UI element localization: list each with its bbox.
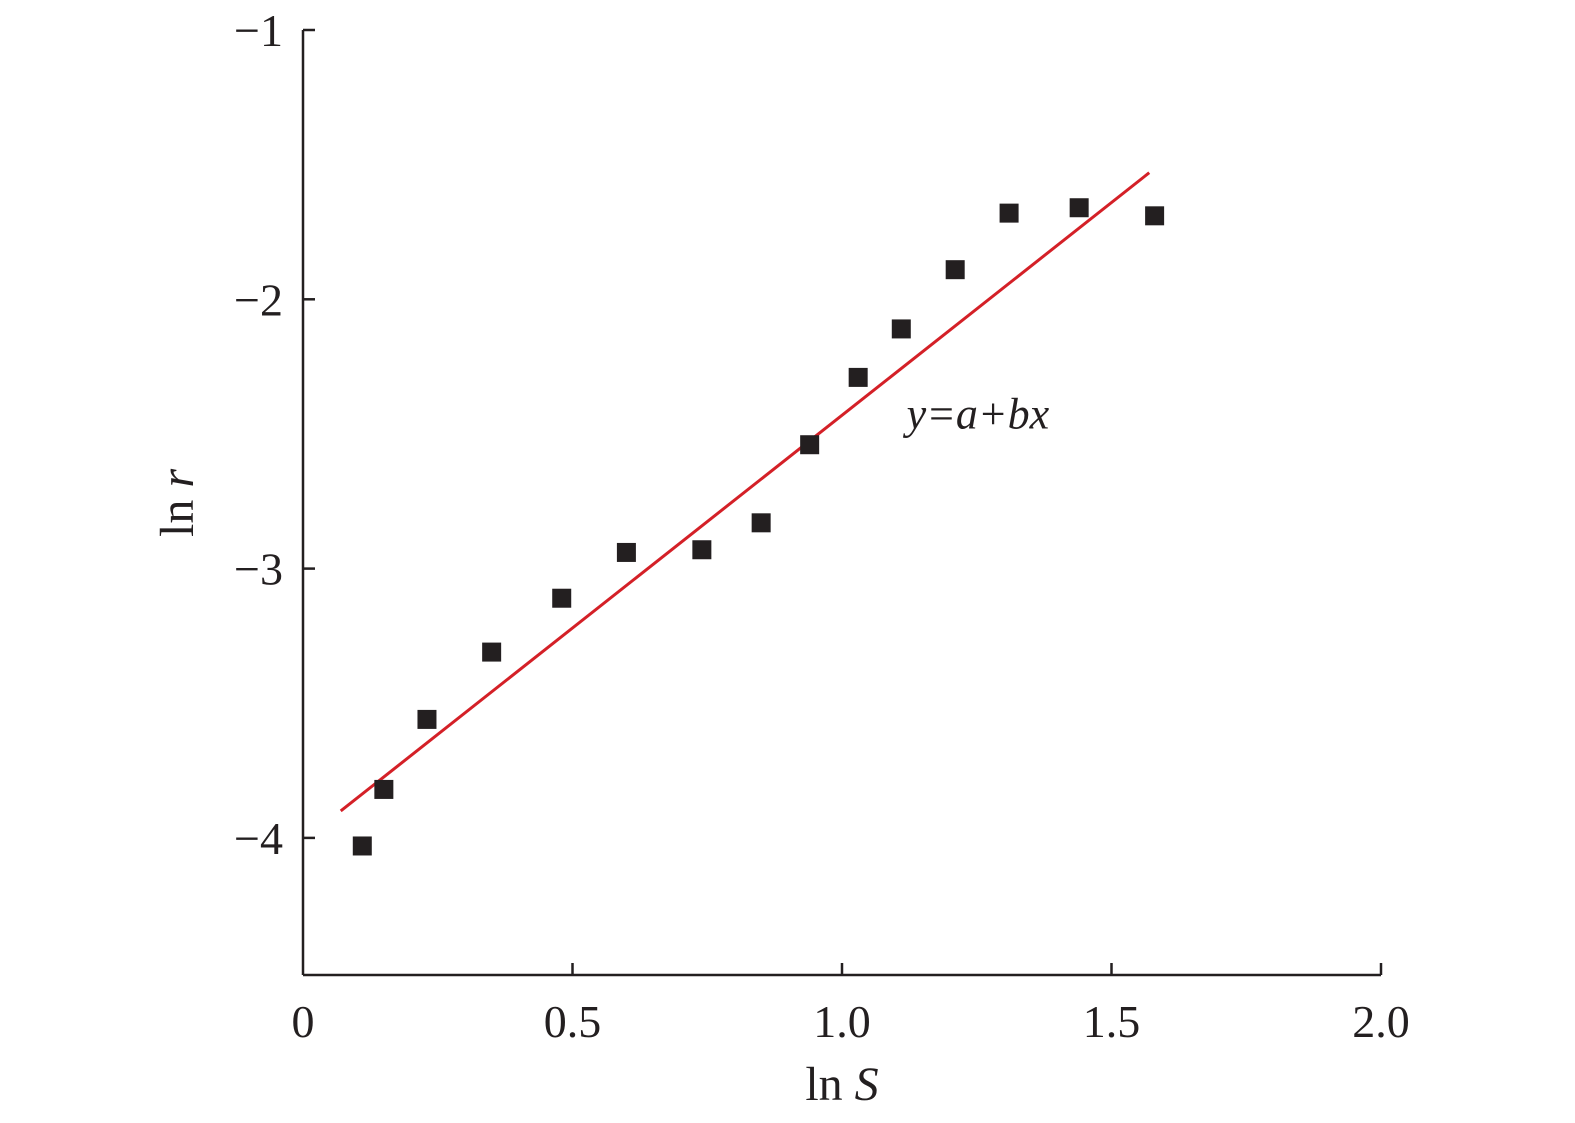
fit-line-group — [339, 171, 1151, 813]
y-axis-title-variable: r — [151, 469, 204, 488]
data-point — [417, 709, 437, 729]
x-tick-label: 0.5 — [544, 996, 602, 1047]
axis-tick-labels: 0 0.5 1.0 1.5 2.0 −1 −2 −3 −4 — [234, 5, 1410, 1047]
axes — [301, 30, 1381, 977]
y-tick-label: −1 — [234, 5, 283, 56]
y-tick-label: −3 — [234, 544, 283, 595]
data-point — [848, 367, 868, 387]
data-point — [482, 642, 502, 662]
data-point — [999, 203, 1019, 223]
y-tick-label: −4 — [234, 813, 283, 864]
y-axis-title: ln r — [151, 469, 204, 537]
data-points — [352, 198, 1165, 856]
data-point — [1145, 206, 1165, 226]
data-point — [692, 540, 712, 560]
x-tick-label: 1.5 — [1083, 996, 1141, 1047]
data-point — [352, 836, 372, 856]
x-tick-label: 0 — [292, 996, 315, 1047]
data-point — [552, 588, 572, 608]
x-axis-title-prefix: ln — [805, 1058, 854, 1111]
data-point — [891, 319, 911, 339]
data-point — [1069, 198, 1089, 218]
x-tick-label: 2.0 — [1352, 996, 1410, 1047]
data-point — [800, 435, 820, 455]
annotations: y=a+bx — [903, 390, 1050, 439]
x-axis-title: ln S — [805, 1058, 878, 1111]
fit-line — [339, 171, 1151, 813]
data-point — [945, 260, 965, 280]
data-point — [751, 513, 771, 533]
x-axis-title-variable: S — [855, 1058, 879, 1111]
y-tick-label: −2 — [234, 274, 283, 325]
data-point — [374, 779, 394, 799]
equation-annotation: y=a+bx — [903, 390, 1050, 439]
x-tick-label: 1.0 — [813, 996, 871, 1047]
data-point — [616, 542, 636, 562]
y-axis-title-prefix: ln — [151, 488, 204, 537]
axis-ticks — [303, 28, 1383, 975]
